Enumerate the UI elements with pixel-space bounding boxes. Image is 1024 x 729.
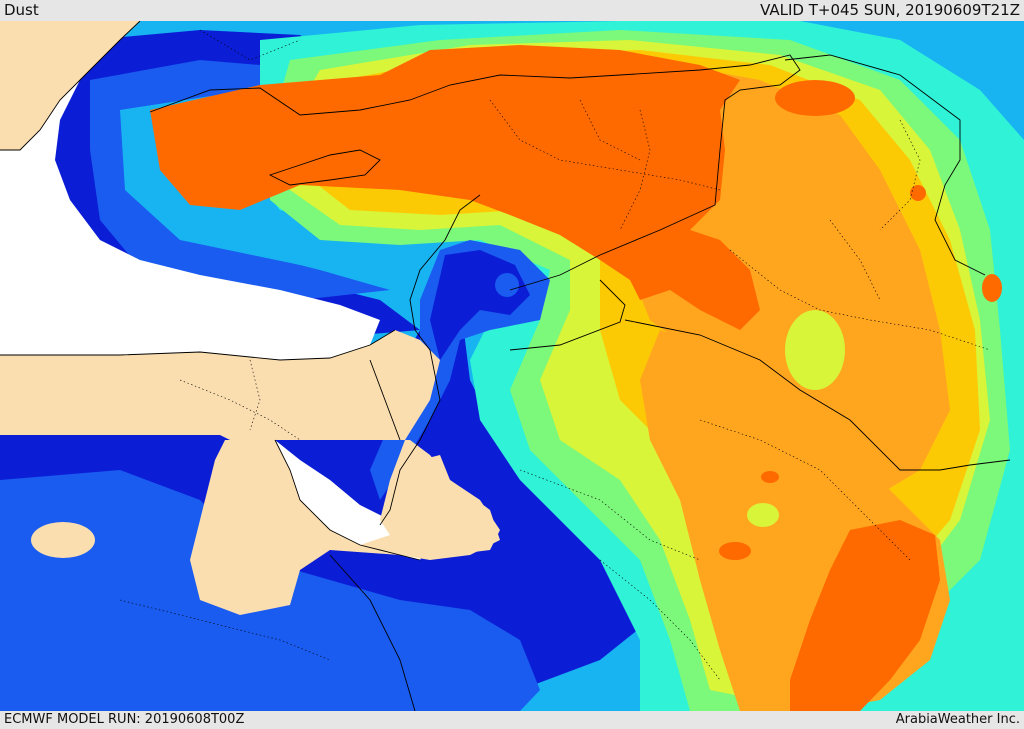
country-borders (149, 54, 1011, 711)
dust-forecast-map[interactable] (0, 21, 1024, 711)
dust-level-6-desert-patch (785, 310, 845, 390)
province-borders (119, 29, 991, 681)
header-bar: Dust VALID T+045 SUN, 20190609T21Z (0, 0, 1024, 21)
dust-level-9-east-blob (775, 80, 855, 116)
dust-level-9-arabia-blob (719, 542, 751, 560)
dust-level-0-levant-dot (495, 273, 519, 297)
dust-level-9-north (150, 45, 760, 330)
mediterranean-sea (0, 21, 380, 360)
dust-level-9-arabia-dot (761, 471, 779, 483)
dust-level-9-gulf-dot (982, 274, 1002, 302)
coastlines (0, 21, 421, 561)
libya-land-no-dust-patch (31, 522, 95, 558)
egypt-land-no-dust (0, 330, 500, 615)
sinai-land-no-dust (420, 455, 500, 555)
dust-level-9-small-blob (910, 185, 926, 201)
credit-label: ArabiaWeather Inc. (895, 712, 1020, 727)
dust-level-6-arabia-patch (747, 503, 779, 527)
dust-level-9-arabia (790, 520, 940, 711)
valid-time-label: VALID T+045 SUN, 20190609T21Z (760, 1, 1020, 19)
model-run-label: ECMWF MODEL RUN: 20190608T00Z (4, 712, 245, 727)
map-title: Dust (4, 1, 39, 19)
footer-bar: ECMWF MODEL RUN: 20190608T00Z ArabiaWeat… (0, 711, 1024, 729)
greece-land-no-dust (0, 21, 140, 150)
